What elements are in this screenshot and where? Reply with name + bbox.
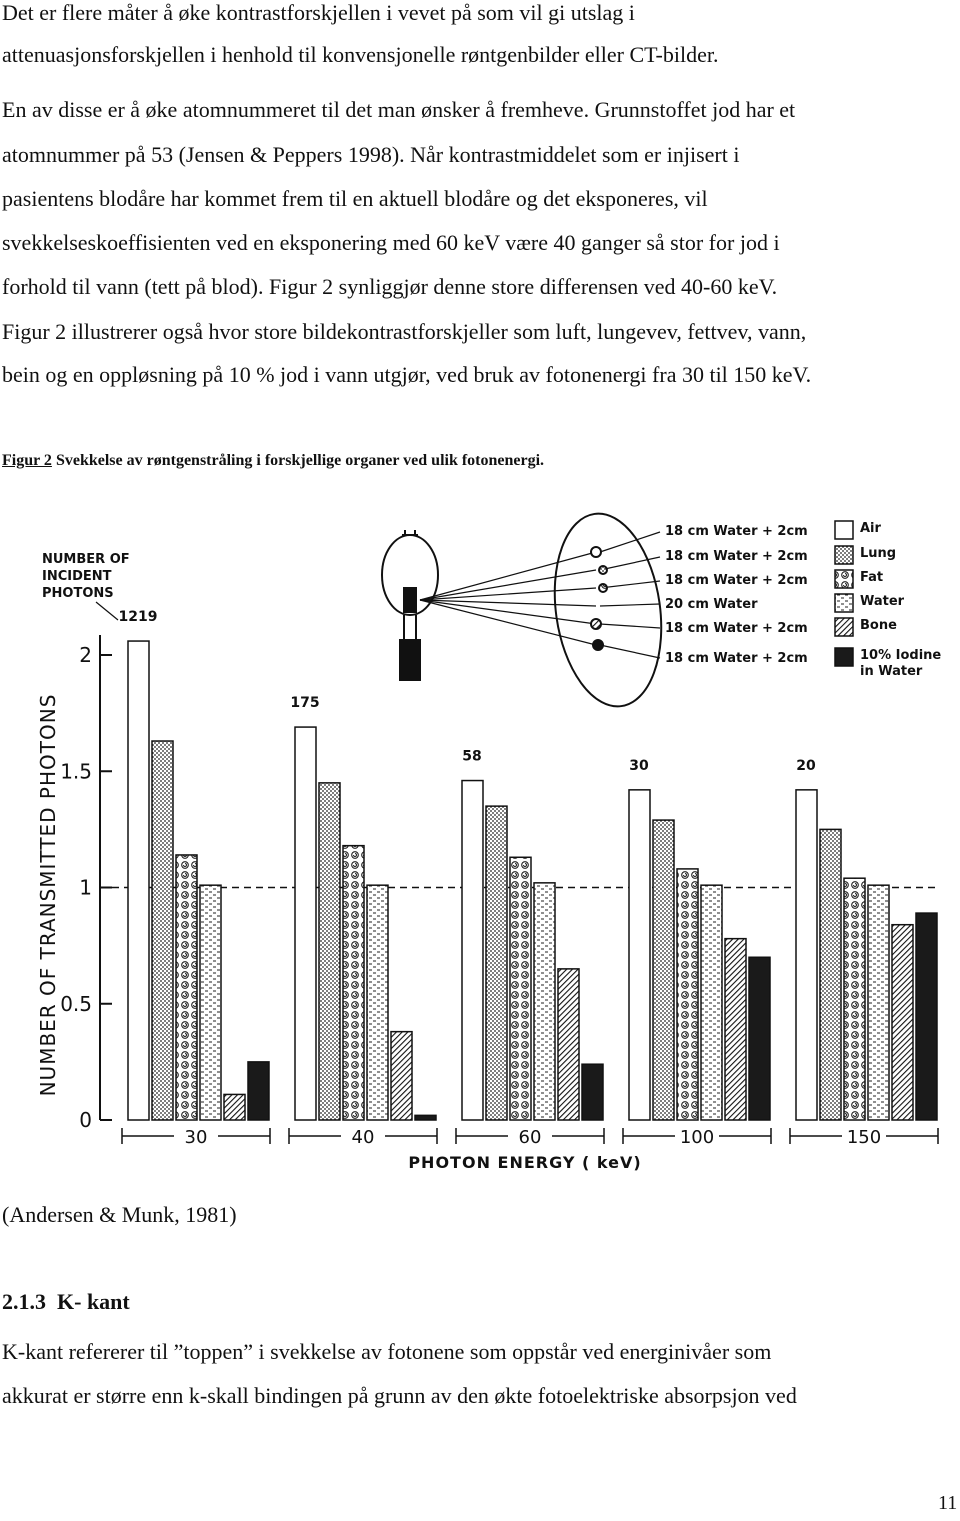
bar (819, 828, 842, 1121)
label-bg (508, 1126, 552, 1146)
incident-photons: 1219 (119, 609, 158, 625)
legend-label: 10% Iodine in Water (860, 648, 942, 679)
y-tick-label: 0 (79, 1108, 92, 1132)
legend-swatch (834, 569, 854, 589)
caption-label: Figur 2 (2, 452, 52, 469)
annotation: INCIDENT (42, 569, 112, 584)
bar (843, 877, 866, 1121)
bar (891, 923, 914, 1121)
incident-photons: 58 (462, 749, 481, 765)
text-line: bein og en oppløsning på 10 % jod i vann… (2, 362, 812, 387)
text-line: K-kant refererer til ”toppen” i svekkels… (2, 1339, 772, 1364)
bar (127, 640, 150, 1121)
incident-photons: 20 (796, 758, 816, 774)
bar (414, 1114, 437, 1121)
y-tick-label: 2 (79, 643, 92, 667)
bar (652, 819, 675, 1121)
bar (509, 856, 532, 1121)
bar (199, 884, 222, 1121)
text-line: attenuasjonsforskjellen i henhold til ko… (2, 42, 719, 67)
bar (461, 779, 484, 1121)
section-heading: 2.1.3 K- kant (2, 1289, 130, 1315)
bar (748, 956, 771, 1121)
x-axis-label: PHOTON ENERGY ( keV) (408, 1153, 641, 1172)
y-axis-label: NUMBER OF TRANSMITTED PHOTONS (36, 694, 60, 1097)
bar (581, 1063, 604, 1121)
bar (390, 1030, 413, 1121)
x-tick-label: 30 (185, 1127, 208, 1148)
legend-swatch (834, 593, 854, 613)
legend-swatch (834, 617, 854, 637)
legend-label: Air (860, 521, 881, 536)
phantom-label: 18 cm Water + 2cm (665, 651, 808, 666)
text-line: Det er flere måter å øke kontrastforskje… (2, 0, 635, 25)
legend-label: Lung (860, 546, 897, 561)
figure-caption: Figur 2 Svekkelse av røntgenstråling i f… (2, 448, 544, 474)
phantom-label: 20 cm Water (665, 597, 758, 612)
phantom-label: 18 cm Water + 2cm (665, 549, 808, 564)
label-bg (341, 1126, 385, 1146)
bar (676, 868, 699, 1121)
bar (366, 884, 389, 1121)
legend-swatch (834, 647, 854, 667)
phantom-label: 18 cm Water + 2cm (665, 573, 808, 588)
text-line: svekkelseskoeffisienten ved en eksponeri… (2, 230, 780, 255)
text-line: atomnummer på 53 (Jensen & Peppers 1998)… (2, 142, 740, 167)
x-tick-label: 150 (847, 1127, 881, 1148)
text-line: pasientens blodåre har kommet frem til e… (2, 186, 708, 211)
x-tick-label: 60 (519, 1127, 542, 1148)
bar (915, 912, 938, 1121)
bar (294, 726, 317, 1121)
bar (151, 740, 174, 1121)
citation: (Andersen & Munk, 1981) (2, 1202, 237, 1227)
bar (557, 968, 580, 1121)
bar (628, 789, 651, 1121)
annotation: PHOTONS (42, 586, 114, 601)
legend-swatch (834, 520, 854, 540)
legend-label: Water (860, 594, 905, 609)
section-number: 2.1.3 (2, 1289, 46, 1314)
figure: 0 0.5 1 1.5 2 NUMBER OF TRANSMITTED PHOTONS PH… (0, 500, 960, 1180)
phantom-label: 18 cm Water + 2cm (665, 524, 808, 539)
incident-photons: 175 (290, 695, 319, 711)
label-bg (174, 1126, 218, 1146)
text-line: forhold til vann (tett på blod). Figur 2… (2, 274, 778, 299)
legend-label: Bone (860, 618, 897, 633)
caption-text: Svekkelse av røntgenstråling i forskjell… (55, 452, 545, 469)
bar (247, 1061, 270, 1121)
bar (867, 884, 890, 1121)
x-tick-label: 40 (352, 1127, 375, 1148)
bar (533, 882, 556, 1121)
text-line: akkurat er større enn k-skall bindingen … (2, 1383, 797, 1408)
label-bg (842, 1126, 886, 1146)
bar (700, 884, 723, 1121)
bar (795, 789, 818, 1121)
x-tick-label: 100 (680, 1127, 714, 1148)
legend-swatch (834, 545, 854, 565)
annotation: NUMBER OF (42, 552, 130, 567)
label-bg (675, 1126, 719, 1146)
y-tick-label: 1.5 (60, 759, 92, 783)
bar (724, 937, 747, 1121)
bar (342, 844, 365, 1121)
bar (485, 805, 508, 1121)
page-number: 11 (938, 1492, 958, 1514)
text-line: En av disse er å øke atomnummeret til de… (2, 97, 796, 122)
phantom-label: 18 cm Water + 2cm (665, 621, 808, 636)
bar (318, 782, 341, 1121)
bar (175, 854, 198, 1121)
legend-label: Fat (860, 570, 884, 585)
illustration (95, 512, 663, 708)
chart: 0 0.5 1 1.5 2 NUMBER OF TRANSMITTED PHOTONS PH… (36, 512, 940, 1172)
bar (223, 1093, 246, 1121)
incident-photons: 30 (629, 758, 649, 774)
text-line: Figur 2 illustrerer også hvor store bild… (2, 319, 807, 344)
section-title: K- kant (57, 1289, 130, 1314)
y-tick-label: 0.5 (60, 992, 92, 1016)
y-tick-label: 1 (79, 876, 92, 900)
